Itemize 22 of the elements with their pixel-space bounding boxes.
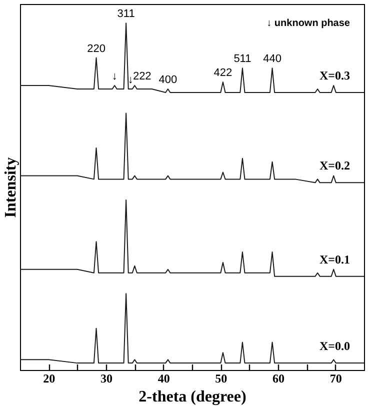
annotation: ↓ xyxy=(128,74,134,86)
annotation: 422 xyxy=(214,67,232,80)
x-tick-label: 30 xyxy=(100,372,112,386)
series-label: X=0.2 xyxy=(319,158,350,173)
x-tick-label: 50 xyxy=(215,372,228,386)
x-axis-title: 2-theta (degree) xyxy=(138,388,246,406)
annotation: ↓ xyxy=(112,70,118,83)
series-label: X=0.3 xyxy=(319,68,350,82)
y-axis-title: Intensity xyxy=(2,157,20,218)
x-tick-label: 20 xyxy=(43,372,56,386)
annotation: 222 xyxy=(132,70,152,83)
x-tick-label: 60 xyxy=(272,372,284,386)
annotation: ↓ unknown phase xyxy=(266,18,350,29)
annotation: 440 xyxy=(263,53,282,66)
x-tick-label: 40 xyxy=(158,372,170,386)
annotation: 400 xyxy=(158,74,178,86)
series-label: X=0.0 xyxy=(319,339,350,354)
series-label: X=0.1 xyxy=(319,252,350,266)
x-tick-label: 70 xyxy=(330,372,342,386)
annotation: 220 xyxy=(87,42,106,55)
annotation: 311 xyxy=(117,8,135,20)
annotation: 511 xyxy=(234,53,252,66)
